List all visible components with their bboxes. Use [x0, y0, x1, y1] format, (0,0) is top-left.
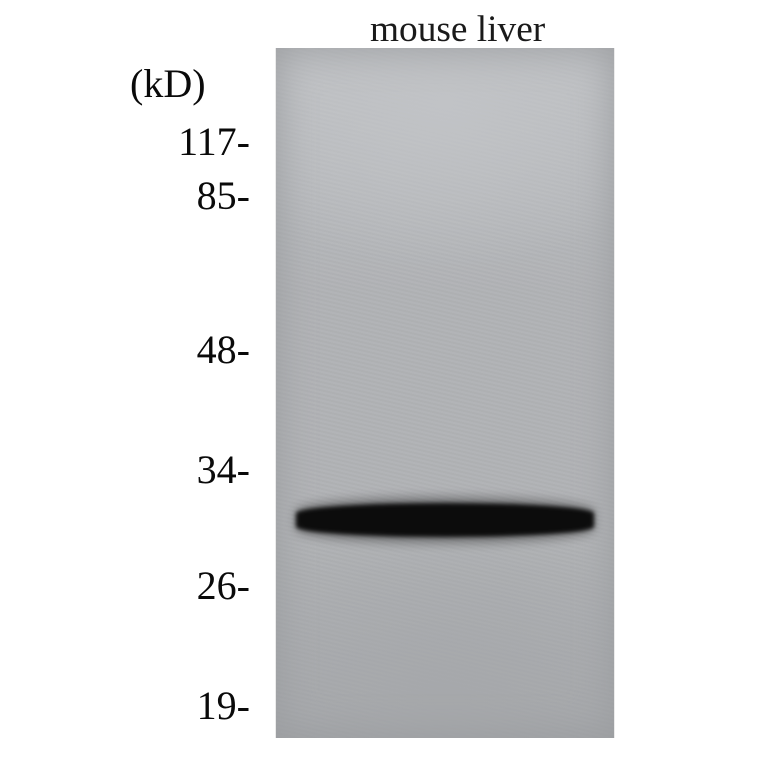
- figure-canvas: mouse liver (kD) 117- 85- 48- 34- 26- 19-: [0, 0, 764, 764]
- mw-marker-85: 85-: [197, 172, 250, 219]
- axis-unit-label: (kD): [130, 60, 206, 107]
- blot-lane: [275, 48, 615, 738]
- mw-marker-48: 48-: [197, 326, 250, 373]
- lane-label: mouse liver: [370, 8, 545, 51]
- mw-marker-34: 34-: [197, 446, 250, 493]
- blot-background: [276, 48, 614, 738]
- mw-marker-19: 19-: [197, 682, 250, 729]
- mw-marker-117: 117-: [178, 118, 250, 165]
- band-30kd: [296, 503, 593, 537]
- mw-marker-26: 26-: [197, 562, 250, 609]
